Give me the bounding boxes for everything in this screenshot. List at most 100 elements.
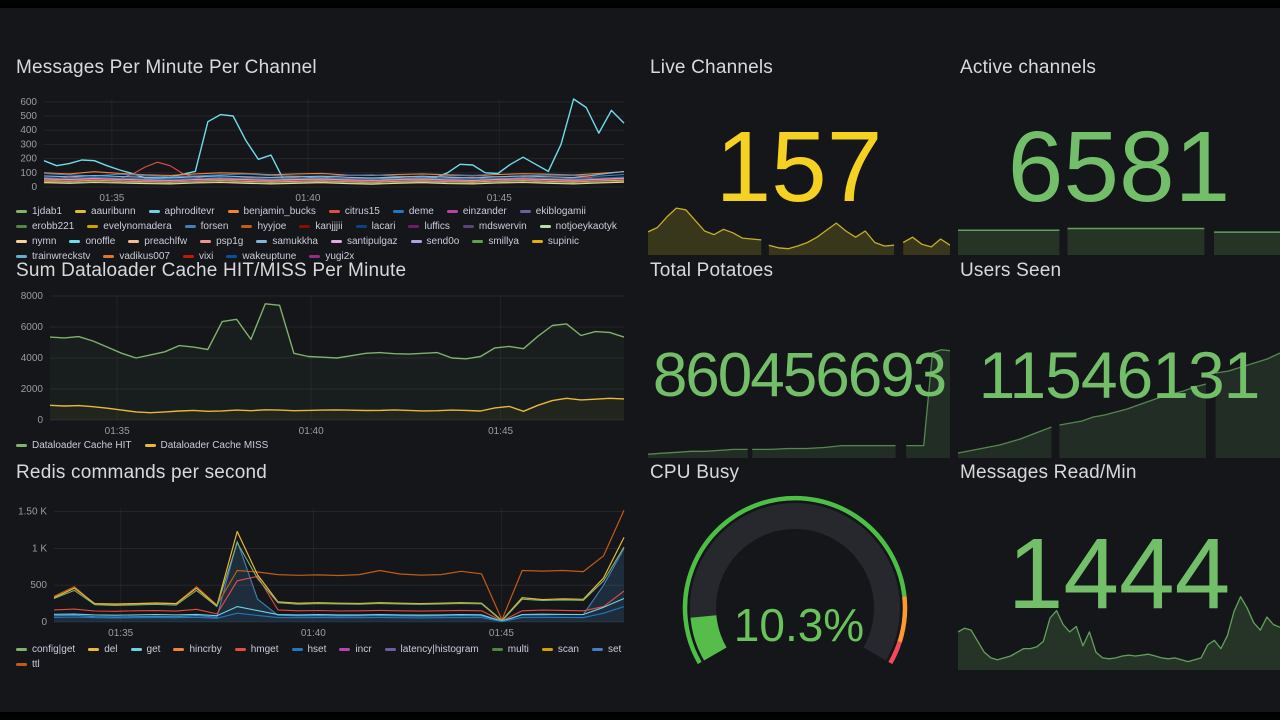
legend-item-vadikus007[interactable]: vadikus007 [103, 251, 170, 262]
legend-item-Dataloader Cache HIT[interactable]: Dataloader Cache HIT [16, 440, 132, 451]
legend-item-hset[interactable]: hset [291, 644, 326, 655]
legend-item-supinic[interactable]: supinic [531, 236, 579, 247]
legend-label: smillya [488, 236, 519, 247]
legend-item-aphroditevr[interactable]: aphroditevr [148, 206, 215, 217]
svg-text:500: 500 [20, 111, 37, 122]
legend-item-nymn[interactable]: nymn [16, 236, 56, 247]
legend-dash [591, 648, 603, 651]
dashboard-content: Messages Per Minute Per Channel 0 100 200 3… [0, 8, 1280, 712]
legend-item-latency|histogram[interactable]: latency|histogram [384, 644, 479, 655]
messages-read-value: 1444 [1007, 518, 1231, 630]
legend-label: citrus15 [344, 206, 380, 217]
legend-item-psp1g[interactable]: psp1g [200, 236, 243, 247]
legend-item-erobb221[interactable]: erobb221 [16, 221, 74, 232]
legend-item-hmget[interactable]: hmget [234, 644, 279, 655]
panel-title-messages-read[interactable]: Messages Read/Min [960, 462, 1137, 483]
series-line-benjamin_bucks [43, 171, 625, 176]
legend-item-lacari[interactable]: lacari [355, 221, 395, 232]
legend-dash [16, 663, 27, 666]
panel-title-total-potatoes[interactable]: Total Potatoes [650, 260, 774, 281]
legend-item-hincrby[interactable]: hincrby [173, 644, 222, 655]
legend-item-citrus15[interactable]: citrus15 [328, 206, 380, 217]
legend-item-wakeuptune[interactable]: wakeuptune [226, 251, 296, 262]
legend-label: yugi2x [325, 251, 355, 262]
legend-label: hmget [250, 644, 279, 655]
legend-label: psp1g [216, 236, 244, 247]
legend-item-send0o[interactable]: send0o [410, 236, 459, 247]
legend-item-benjamin_bucks[interactable]: benjamin_bucks [227, 206, 316, 217]
total-potatoes-spark-svg [647, 349, 951, 458]
panel-title-cpu-busy[interactable]: CPU Busy [650, 462, 740, 483]
legend-item-ttl[interactable]: ttl [16, 659, 40, 670]
legend-dash [410, 240, 422, 243]
legend-item-yugi2x[interactable]: yugi2x [309, 251, 354, 262]
legend-dash [88, 648, 100, 651]
legend-item-trainwreckstv[interactable]: trainwreckstv [16, 251, 90, 262]
legend-item-einzander[interactable]: einzander [446, 206, 507, 217]
series-line-Dataloader Cache HIT [49, 303, 625, 360]
legend-item-preachlfw[interactable]: preachlfw [128, 236, 187, 247]
panel-messages-per-minute: Messages Per Minute Per Channel 0 100 200 3… [8, 53, 630, 262]
legend-item-vixi[interactable]: vixi [182, 251, 213, 262]
panel-title-redis[interactable]: Redis commands per second [16, 462, 268, 483]
messages-line-chart[interactable]: 0 100 200 300 400 500 600 01:35 01:40 01:45 [8, 91, 628, 205]
legend-dash [392, 210, 404, 213]
legend-item-aauribunn[interactable]: aauribunn [75, 206, 136, 217]
legend-item-smillya[interactable]: smillya [472, 236, 519, 247]
legend-dash [539, 225, 551, 228]
panel-title-messages[interactable]: Messages Per Minute Per Channel [16, 57, 317, 78]
svg-text:500: 500 [30, 580, 47, 591]
legend-item-kanjjjii[interactable]: kanjjjii [299, 221, 343, 232]
legend-item-config|get[interactable]: config|get [16, 644, 75, 655]
redis-line-chart[interactable]: 0 500 1 K 1.50 K 01:35 01:40 01:45 [8, 500, 628, 640]
legend-item-forsen[interactable]: forsen [184, 221, 228, 232]
legend-item-del[interactable]: del [88, 644, 118, 655]
svg-text:01:40: 01:40 [299, 426, 324, 437]
legend-label: nymn [32, 236, 57, 247]
dataloader-legend: Dataloader Cache HIT Dataloader Cache MIS… [16, 440, 630, 451]
legend-item-Dataloader Cache MISS[interactable]: Dataloader Cache MISS [144, 440, 268, 451]
legend-dash [182, 255, 194, 258]
legend-dash [531, 240, 543, 243]
legend-item-samukkha[interactable]: samukkha [256, 236, 318, 247]
panel-title-dataloader[interactable]: Sum Dataloader Cache HIT/MISS Per Minute [16, 260, 407, 281]
legend-item-notjoeykaotyk[interactable]: notjoeykaotyk [539, 221, 617, 232]
active-channels-value: 6581 [1007, 111, 1231, 223]
legend-item-hyyjoe[interactable]: hyyjoe [241, 221, 286, 232]
legend-item-1jdab1[interactable]: 1jdab1 [16, 206, 62, 217]
svg-text:01:40: 01:40 [301, 628, 326, 639]
svg-text:01:35: 01:35 [105, 426, 130, 437]
panel-title-active-channels[interactable]: Active channels [960, 57, 1097, 78]
legend-item-deme[interactable]: deme [392, 206, 434, 217]
dataloader-cache-svg: 0 2000 4000 6000 8000 01:35 01:40 01:45 [21, 291, 625, 437]
legend-item-luffics[interactable]: luffics [408, 221, 450, 232]
panel-active-channels: Active channels 6581 [958, 53, 1280, 255]
redis-legend: config|get del get hincrby hmget hset incr late… [16, 644, 630, 670]
cpu-busy-gauge-svg [682, 495, 908, 665]
legend-dash [200, 240, 212, 243]
legend-item-mdswervin[interactable]: mdswervin [462, 221, 527, 232]
legend-item-santipulgaz[interactable]: santipulgaz [330, 236, 398, 247]
legend-label: ttl [32, 659, 40, 670]
legend-label: 1jdab1 [32, 206, 63, 217]
panel-title-users-seen[interactable]: Users Seen [960, 260, 1062, 281]
legend-item-multi[interactable]: multi [491, 644, 529, 655]
legend-dash [330, 240, 342, 243]
messages-per-channel-svg: 0 100 200 300 400 500 600 01:35 01:40 01:45 [20, 97, 625, 204]
legend-item-incr[interactable]: incr [339, 644, 372, 655]
dataloader-line-chart[interactable]: 0 2000 4000 6000 8000 01:35 01:40 01:45 [8, 288, 628, 438]
series-line-aauribunn [43, 179, 625, 183]
legend-dash [226, 255, 238, 258]
legend-item-set[interactable]: set [591, 644, 621, 655]
panel-users-seen: Users Seen 11546131 [957, 256, 1280, 458]
series-line-config|get [53, 542, 625, 622]
panel-title-live-channels[interactable]: Live Channels [650, 57, 774, 78]
legend-item-evelynomadera[interactable]: evelynomadera [87, 221, 172, 232]
redis-commands-svg: 0 500 1 K 1.50 K 01:35 01:40 01:45 [18, 507, 625, 639]
legend-item-onoffle[interactable]: onoffle [69, 236, 115, 247]
series-line-Dataloader Cache MISS [49, 397, 625, 414]
legend-item-get[interactable]: get [130, 644, 160, 655]
legend-item-ekiblogamii[interactable]: ekiblogamii [519, 206, 586, 217]
legend-item-scan[interactable]: scan [541, 644, 579, 655]
legend-dash [462, 225, 474, 228]
